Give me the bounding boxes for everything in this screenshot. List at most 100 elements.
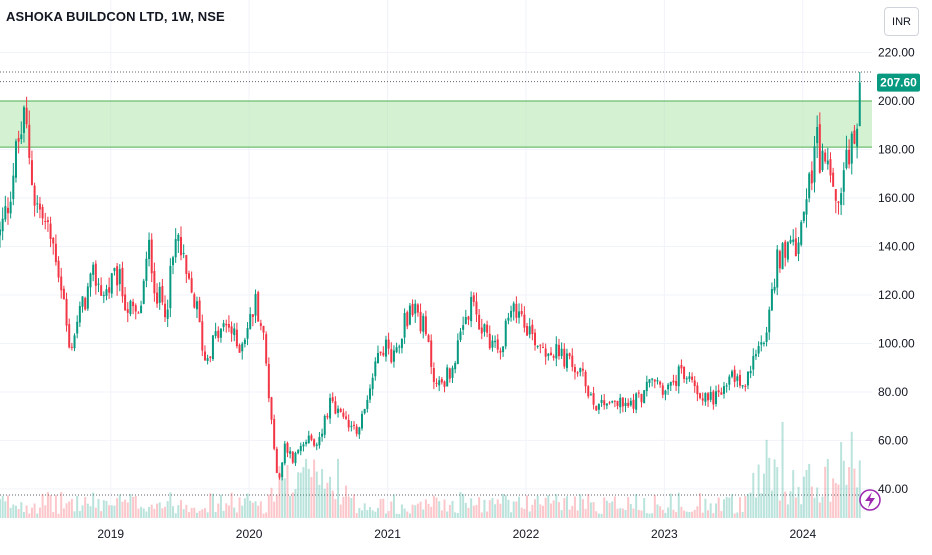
- candle-body: [65, 298, 68, 326]
- volume-bar: [784, 491, 787, 518]
- currency-button[interactable]: INR: [884, 7, 919, 36]
- volume-bar: [781, 421, 784, 518]
- volume-bar: [629, 503, 632, 518]
- volume-bar: [108, 505, 111, 518]
- candle-body: [834, 189, 837, 201]
- candle-body: [265, 334, 268, 364]
- candle-body: [454, 363, 457, 370]
- candle-body: [81, 296, 84, 307]
- candle-body: [169, 265, 172, 309]
- candle-body: [430, 340, 433, 367]
- volume-bar: [653, 494, 656, 518]
- volume-bar: [137, 508, 140, 518]
- volume-bar: [97, 498, 100, 518]
- candle-body: [203, 351, 206, 361]
- candle-body: [467, 316, 470, 320]
- x-tick-label: 2024: [789, 527, 816, 541]
- volume-bar: [800, 504, 803, 518]
- candle-body: [730, 371, 733, 377]
- candle-body: [637, 392, 640, 394]
- candle-body: [488, 333, 491, 349]
- volume-bar: [52, 512, 55, 518]
- volume-bar: [669, 493, 672, 518]
- volume-bar: [856, 487, 859, 518]
- candle-body: [233, 328, 236, 336]
- candle-body: [720, 392, 723, 395]
- candle-body: [140, 305, 143, 313]
- candle-body: [440, 379, 443, 383]
- volume-bar: [544, 497, 547, 518]
- volume-bar: [350, 497, 353, 518]
- volume-bar: [746, 493, 749, 518]
- volume-bar: [1, 495, 4, 518]
- candle-body: [496, 339, 499, 350]
- volume-bar: [49, 495, 52, 518]
- volume-bar: [616, 508, 619, 518]
- volume-bar: [70, 498, 73, 518]
- volume-bar: [297, 472, 300, 518]
- volume-bar: [142, 508, 145, 518]
- candle-body: [547, 353, 550, 357]
- candle-body: [470, 296, 473, 322]
- candle-body: [840, 193, 843, 205]
- candle-body: [286, 442, 289, 453]
- volume-bar: [432, 495, 435, 518]
- candle-body: [643, 390, 646, 404]
- candle-body: [842, 170, 845, 192]
- candle-body: [592, 393, 595, 405]
- volume-bar: [507, 499, 510, 518]
- candle-body: [789, 239, 792, 243]
- candle-body: [805, 199, 808, 215]
- volume-bar: [20, 502, 23, 518]
- candle-body: [416, 304, 419, 313]
- volume-bar: [169, 492, 172, 518]
- volume-bar: [392, 494, 395, 518]
- volume-bar: [760, 493, 763, 518]
- volume-bar: [456, 513, 459, 518]
- volume-bar: [443, 499, 446, 518]
- volume-bar: [22, 511, 25, 518]
- candle-body: [611, 401, 614, 403]
- y-tick-label: 40.00: [878, 482, 908, 496]
- candle-body: [76, 321, 79, 334]
- volume-bar: [478, 497, 481, 518]
- candle-body: [390, 349, 393, 363]
- candle-body: [28, 124, 31, 158]
- volume-bar: [33, 503, 36, 518]
- volume-bar: [584, 508, 587, 518]
- volume-bar: [765, 439, 768, 518]
- candle-body: [683, 367, 686, 379]
- candle-body: [299, 445, 302, 452]
- candle-body: [800, 222, 803, 245]
- candle-body: [576, 372, 579, 374]
- volume-bar: [613, 496, 616, 518]
- candle-body: [177, 234, 180, 241]
- volume-bar: [627, 497, 630, 518]
- candle-body: [180, 237, 183, 256]
- candle-body: [219, 328, 222, 338]
- candle-body: [52, 237, 55, 244]
- volume-bar: [683, 510, 686, 518]
- candle-body: [794, 238, 797, 257]
- volume-bar: [704, 498, 707, 518]
- volume-bar: [762, 473, 765, 518]
- volume-bar: [331, 490, 334, 518]
- volume-bar: [834, 482, 837, 518]
- volume-bar: [792, 470, 795, 518]
- volume-bar: [57, 513, 60, 518]
- volume-bar: [182, 509, 185, 518]
- candle-body: [395, 347, 398, 353]
- candle-body: [294, 452, 297, 464]
- volume-bar: [656, 504, 659, 518]
- candle-body: [746, 371, 749, 386]
- volume-bar: [826, 458, 829, 518]
- candle-body: [105, 289, 108, 296]
- candle-body: [534, 332, 537, 346]
- lightning-icon[interactable]: [859, 489, 881, 511]
- volume-bar: [81, 505, 84, 518]
- candle-body: [424, 316, 427, 335]
- volume-bar: [850, 431, 853, 518]
- volume-bar: [121, 501, 124, 518]
